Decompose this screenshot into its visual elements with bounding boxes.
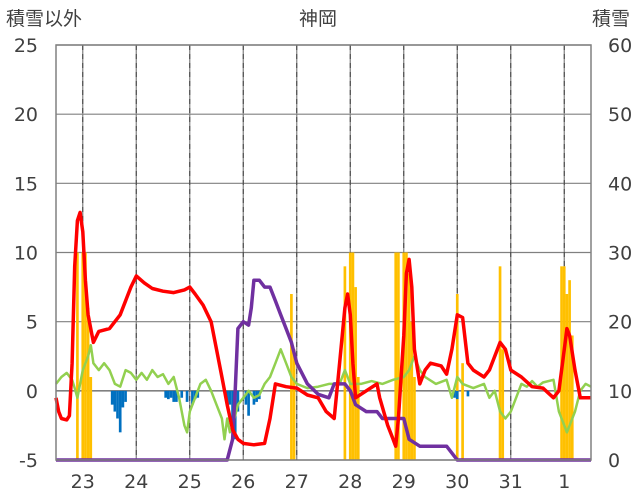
snow-bar [397,252,400,460]
series-line-green [55,343,592,441]
right-tick-label: 30 [608,243,632,265]
negative-bar [169,390,173,398]
series-line-purple [56,278,591,462]
left-tick-label: -5 [19,450,38,472]
negative-bar [455,390,459,400]
snow-bar [343,266,347,460]
snow-bar [356,377,360,460]
plot-frame [55,44,592,461]
x-tick-label: 31 [499,471,523,493]
left-tick-label: 5 [26,312,38,334]
right-axis-label: 積雪 [592,8,630,30]
negative-bar [228,390,232,405]
snow-bar [89,377,93,460]
snow-bar [84,252,87,460]
snow-bar [394,252,398,460]
right-tick-label: 0 [608,450,620,472]
x-tick-label: 30 [445,471,469,493]
left-tick-label: 15 [14,173,38,195]
negative-bar [466,390,470,397]
negative-bar [121,390,125,408]
snow-bar [410,321,414,460]
snow-bar [405,252,408,460]
negative-bar [453,390,456,398]
x-tick-label: 28 [338,471,362,493]
left-axis-label: 積雪以外 [6,8,82,30]
right-tick-label: 10 [608,381,632,403]
series-line-red [54,210,591,448]
snow-bar [354,287,357,460]
axes: 23 24 25 26 27 28 29 30 31 1 -5 0 5 10 15 20 25 0 10 20 30 40… [14,35,632,493]
right-tick-label: 20 [608,312,632,334]
negative-bar [180,390,184,398]
negative-bar [244,390,248,405]
right-tick-label: 50 [608,104,632,126]
negative-bar [172,390,176,402]
negative-bar [116,390,119,419]
x-tick-label: 27 [285,471,309,493]
negative-bar [118,390,122,433]
negative-bar [175,390,178,402]
x-tick-label: 24 [124,471,148,493]
chart-title: 神岡 [299,8,337,30]
x-tick-label: 23 [71,471,95,493]
left-tick-label: 20 [14,104,38,126]
snow-bar [565,294,569,460]
x-tick-label: 26 [231,471,255,493]
snow-bar [348,252,352,460]
snow-bar [570,335,574,460]
negative-bar [110,390,114,405]
right-tick-label: 60 [608,35,632,57]
negative-bar [164,390,168,398]
snow-bar [498,266,502,460]
negative-bar [247,390,250,416]
left-tick-label: 0 [26,381,38,403]
negative-bar [191,390,194,405]
snow-bar [461,363,464,460]
negative-bar [236,390,240,412]
negative-bar [124,390,127,402]
negative-bar [185,390,189,402]
series-lines [54,210,592,462]
left-tick-label: 25 [14,35,38,57]
x-tick-label: 1 [558,471,570,493]
snow-bar [76,252,79,460]
snow-bar [501,349,505,460]
snow-bar [568,280,571,460]
snow-bar [413,377,416,460]
snow-bar [292,349,296,460]
x-tick-label: 29 [392,471,416,493]
negative-bar [167,390,170,400]
snow-bar [81,252,85,460]
x-tick-label: 25 [178,471,202,493]
snow-bar [86,307,90,460]
left-tick-label: 10 [14,243,38,265]
right-tick-label: 40 [608,173,632,195]
negative-bar [113,390,117,412]
